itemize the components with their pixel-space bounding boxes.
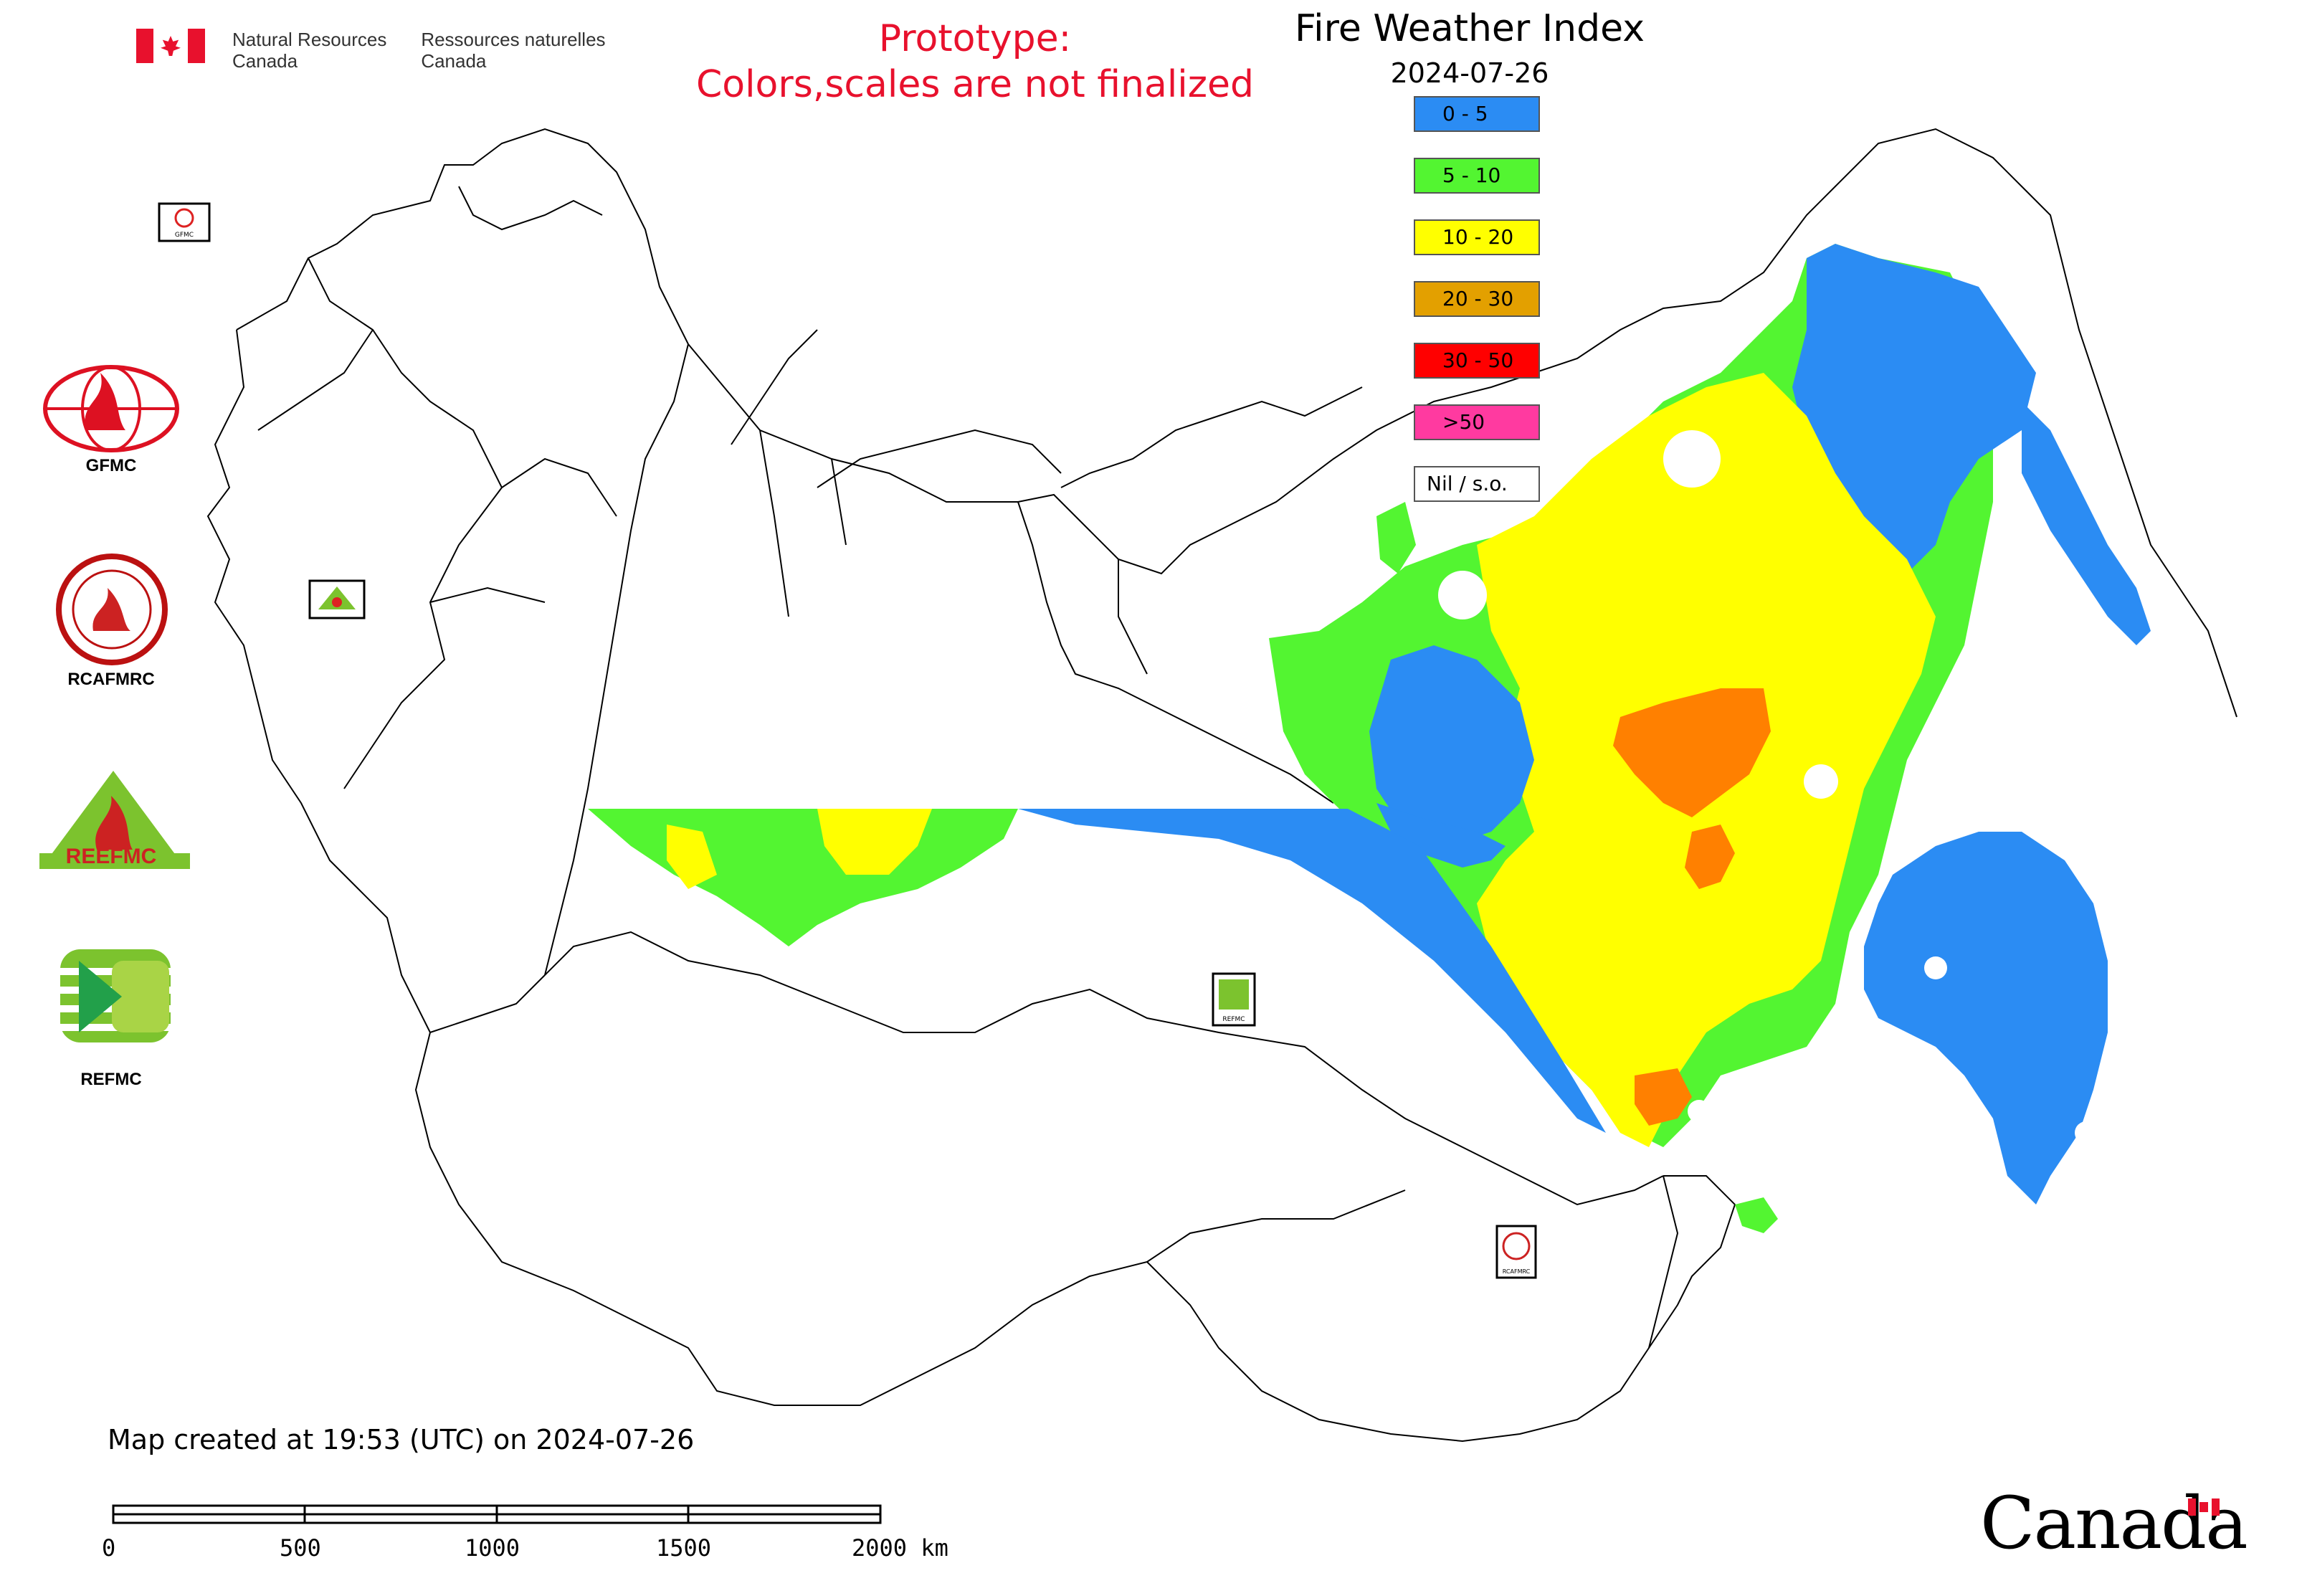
legend-item-nil: Nil / s.o. <box>1414 466 1540 502</box>
fwi-orange-patch <box>1613 688 1771 817</box>
scalebar-label-1500: 1500 <box>656 1534 712 1562</box>
legend-item-30-50: 30 - 50 <box>1414 343 1540 379</box>
kazakhstan-border <box>544 931 1664 1206</box>
gfmc-label: GFMC <box>85 456 137 475</box>
scale-bar <box>112 1504 882 1524</box>
scalebar-label-1000: 1000 <box>465 1534 520 1562</box>
canada-wordmark-flag-icon <box>2188 1498 2220 1516</box>
rcafmrc-label: RCAFMRC <box>67 670 155 689</box>
european-subdivisions <box>257 257 617 789</box>
fwi-nil-hole-1 <box>1663 430 1721 488</box>
refmc-logo <box>60 949 171 1042</box>
marker-rcafmrc[interactable]: RCAFMRC <box>1495 1225 1537 1279</box>
fwi-nil-hole-3 <box>1688 1100 1711 1123</box>
siberia-subdivisions <box>1017 501 1334 804</box>
scalebar-label-2000: 2000 km <box>852 1534 948 1562</box>
russia-outline <box>236 128 2237 718</box>
gfmc-logo <box>43 365 179 452</box>
fwi-blue-streaks <box>1018 809 1606 1133</box>
svg-text:REFMC: REFMC <box>1222 1016 1245 1023</box>
legend-item-5-10: 5 - 10 <box>1414 158 1540 194</box>
scalebar-label-0: 0 <box>102 1534 116 1562</box>
scalebar-label-500: 500 <box>280 1534 321 1562</box>
marker-gfmc[interactable]: GFMC <box>158 202 211 242</box>
marker-reefmc[interactable] <box>308 579 366 619</box>
refmc-label: REFMC <box>80 1070 142 1089</box>
fwi-nil-hole-5 <box>2075 1121 2098 1144</box>
canada-flag-icon <box>136 29 205 63</box>
fwi-yellow-streaks <box>817 809 932 875</box>
central-asia-border <box>414 1032 1406 1406</box>
fwi-nil-hole-2 <box>1804 764 1838 799</box>
map-date: 2024-07-26 <box>1390 57 1549 89</box>
agency-fr-line1: Ressources naturelles <box>421 29 606 50</box>
western-border <box>206 329 546 1034</box>
map-title: Fire Weather Index <box>1295 7 1645 50</box>
legend-item-over-50: >50 <box>1414 404 1540 440</box>
legend-item-0-5: 0 - 5 <box>1414 96 1540 132</box>
fwi-blue-west <box>1376 803 1506 868</box>
prototype-notice: Prototype: Colors,scales are not finaliz… <box>645 16 1305 108</box>
reefmc-logo <box>39 771 190 869</box>
fwi-nil-hole-6 <box>1438 571 1487 619</box>
rcafmrc-logo <box>56 554 168 665</box>
agency-fr-line2: Canada <box>421 50 487 72</box>
legend-item-20-30: 20 - 30 <box>1414 281 1540 317</box>
fwi-blue-center <box>1369 645 1534 846</box>
fwi-green-sakhalin <box>1735 1197 1778 1233</box>
map-created-timestamp: Map created at 19:53 (UTC) on 2024-07-26 <box>108 1424 695 1455</box>
map-markers: GFMC REFMC RCAFMRC <box>158 202 1537 1279</box>
china-border <box>1648 1175 1736 1349</box>
fwi-blue-kamchatka <box>2022 402 2151 645</box>
fwi-orange-small <box>1685 825 1735 889</box>
svg-text:GFMC: GFMC <box>175 232 194 239</box>
canada-wordmark: Canada <box>1980 1481 2248 1565</box>
fwi-green-streaks <box>588 809 1018 946</box>
ural-subdivisions <box>544 343 847 976</box>
agency-name-en: Natural Resources Canada <box>232 29 386 72</box>
legend-item-10-20: 10 - 20 <box>1414 219 1540 255</box>
fwi-raster <box>588 244 2151 1233</box>
mongolia-border <box>1146 1175 1679 1443</box>
reefmc-label: REEFMC <box>65 845 157 868</box>
country-borders <box>206 128 2237 1443</box>
svg-text:RCAFMRC: RCAFMRC <box>1503 1268 1531 1275</box>
taymyr-outline <box>1060 386 1363 488</box>
kola-novaya-outline <box>458 186 1062 488</box>
agency-en-line2: Canada <box>232 50 298 72</box>
agency-name-fr: Ressources naturelles Canada <box>421 29 605 72</box>
agency-en-line1: Natural Resources <box>232 29 387 50</box>
fwi-nil-hole-4 <box>1924 956 1947 979</box>
fwi-blue-north <box>1792 244 2036 574</box>
nrcan-signature: Natural Resources Canada Ressources natu… <box>136 29 640 72</box>
fwi-yellow-west <box>667 825 717 889</box>
fwi-blue-amur <box>1864 832 2108 1205</box>
prototype-line2: Colors,scales are not finalized <box>695 63 1255 106</box>
prototype-line1: Prototype: <box>878 17 1072 60</box>
fwi-green-island <box>1376 502 1416 574</box>
fwi-orange-south <box>1635 1068 1692 1126</box>
marker-refmc[interactable]: REFMC <box>1212 972 1256 1027</box>
